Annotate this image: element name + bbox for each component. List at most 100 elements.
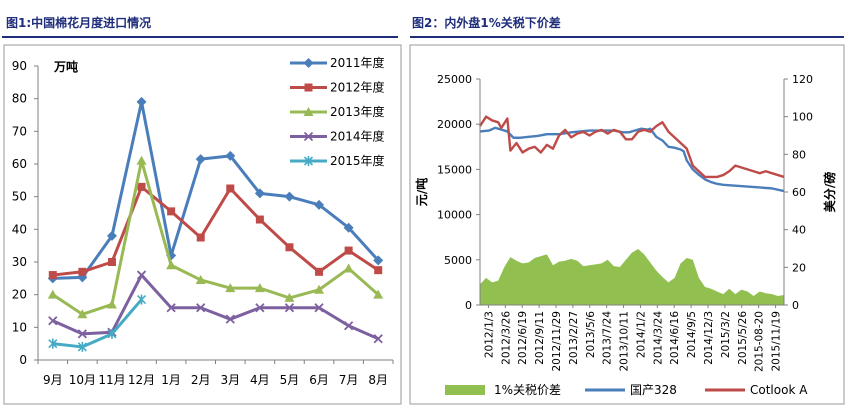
x-tick-label: 4月 bbox=[250, 373, 270, 387]
figure-1-title: 图1:中国棉花月度进口情况 bbox=[6, 16, 152, 30]
chart-1-frame bbox=[3, 44, 402, 405]
chart-2-frame bbox=[409, 44, 845, 405]
data-point bbox=[47, 289, 58, 299]
data-point bbox=[106, 299, 117, 309]
legend-label: 2013年度 bbox=[330, 104, 385, 119]
data-point bbox=[343, 321, 354, 331]
right-tick-label: 40 bbox=[792, 224, 806, 237]
data-point bbox=[373, 289, 384, 299]
data-point bbox=[77, 309, 88, 319]
data-point bbox=[136, 294, 147, 305]
data-point bbox=[285, 243, 294, 252]
x-tick-label: 2013/5/6 bbox=[585, 311, 597, 358]
data-point bbox=[166, 260, 177, 270]
data-point bbox=[255, 215, 264, 224]
right-axis-label: 美分/磅 bbox=[822, 172, 837, 212]
data-point bbox=[254, 283, 265, 293]
data-point bbox=[343, 222, 354, 233]
y-tick-label: 20 bbox=[12, 288, 27, 302]
x-tick-label: 2014/1/2 bbox=[635, 311, 647, 358]
series-line-2012年度 bbox=[52, 185, 380, 277]
x-tick-label: 2014/9/5 bbox=[686, 311, 698, 358]
x-tick-label: 8月 bbox=[368, 373, 388, 387]
legend-label: 2015年度 bbox=[330, 153, 385, 168]
right-tick-label: 120 bbox=[792, 73, 813, 86]
x-tick-label: 6月 bbox=[309, 373, 329, 387]
left-tick-label: 20000 bbox=[437, 118, 472, 131]
series-line-2014年度 bbox=[52, 273, 379, 341]
data-point bbox=[107, 328, 117, 339]
right-tick-label: 20 bbox=[792, 261, 806, 274]
y-tick-label: 80 bbox=[12, 92, 27, 106]
x-tick-label: 2012/1/3 bbox=[483, 311, 495, 358]
legend-label: 2012年度 bbox=[330, 80, 385, 95]
legend-marker bbox=[303, 156, 314, 166]
data-point bbox=[254, 188, 265, 199]
data-point bbox=[48, 271, 57, 280]
data-point bbox=[225, 150, 236, 161]
series-area-spread bbox=[480, 248, 784, 305]
x-tick-label: 2014/12/3 bbox=[703, 311, 715, 365]
legend-marker bbox=[304, 83, 313, 92]
data-point bbox=[315, 267, 324, 276]
left-axis-label: 元/吨 bbox=[414, 178, 429, 206]
data-point bbox=[196, 303, 206, 313]
data-point bbox=[136, 96, 147, 107]
data-point bbox=[284, 303, 295, 313]
x-tick-label: 2013/7/24 bbox=[602, 311, 614, 365]
data-point bbox=[48, 316, 58, 326]
data-point bbox=[106, 230, 117, 241]
x-tick-label: 2015/5/26 bbox=[737, 311, 749, 365]
data-point bbox=[78, 267, 87, 276]
data-point bbox=[226, 184, 235, 193]
x-tick-label: 2014/6/16 bbox=[669, 311, 681, 365]
data-point bbox=[195, 154, 206, 165]
data-point bbox=[166, 303, 176, 313]
y-tick-label: 10 bbox=[12, 320, 27, 334]
data-point bbox=[77, 329, 88, 339]
x-tick-label: 10月 bbox=[69, 373, 96, 387]
legend-label-spread: 1%关税价差 bbox=[494, 383, 561, 397]
series-line-2015年度 bbox=[52, 298, 143, 349]
legend-label: 2011年度 bbox=[330, 55, 385, 70]
left-tick-label: 0 bbox=[465, 299, 472, 312]
right-tick-label: 60 bbox=[792, 186, 806, 199]
x-tick-label: 11月 bbox=[98, 373, 125, 387]
x-tick-label: 2012/11/29 bbox=[551, 311, 563, 372]
x-tick-label: 2015-08-20 bbox=[754, 311, 766, 372]
data-point bbox=[136, 270, 147, 280]
data-point bbox=[373, 334, 383, 344]
y-tick-label: 40 bbox=[12, 222, 27, 236]
data-point bbox=[77, 341, 87, 352]
x-tick-label: 2012/6/19 bbox=[517, 311, 529, 365]
figure-2-title: 图2：内外盘1%关税下价差 bbox=[412, 16, 561, 30]
legend-swatch-spread bbox=[445, 385, 485, 395]
data-point bbox=[373, 255, 384, 266]
y-tick-label: 50 bbox=[12, 190, 27, 204]
series-line-2013年度 bbox=[51, 159, 380, 316]
data-point bbox=[344, 246, 353, 255]
left-tick-label: 10000 bbox=[437, 209, 472, 222]
figure-2-rule bbox=[410, 36, 844, 38]
x-tick-label: 2012/3/26 bbox=[500, 311, 512, 365]
series-line-2011年度 bbox=[52, 100, 380, 280]
data-point bbox=[343, 263, 354, 273]
data-point bbox=[225, 283, 236, 293]
right-tick-label: 0 bbox=[792, 299, 799, 312]
data-point bbox=[284, 292, 295, 302]
series-line-cotlook-a bbox=[478, 115, 785, 179]
left-tick-label: 25000 bbox=[437, 73, 472, 86]
data-point bbox=[107, 258, 116, 266]
right-tick-label: 80 bbox=[792, 148, 806, 161]
x-tick-label: 1月 bbox=[161, 373, 181, 387]
data-point bbox=[374, 266, 383, 275]
figure-1-rule bbox=[2, 36, 398, 38]
y-tick-label: 70 bbox=[12, 124, 27, 138]
right-tick-label: 100 bbox=[792, 111, 813, 124]
data-point bbox=[284, 191, 295, 202]
x-tick-label: 7月 bbox=[339, 373, 359, 387]
data-point bbox=[48, 338, 58, 349]
x-tick-label: 2013/2/27 bbox=[568, 311, 580, 365]
legend-marker bbox=[303, 107, 314, 116]
data-point bbox=[136, 155, 147, 165]
